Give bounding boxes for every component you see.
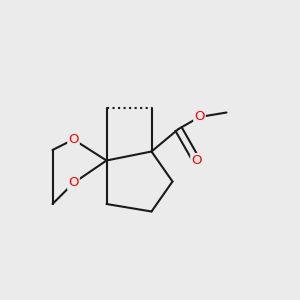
- Text: O: O: [68, 176, 79, 190]
- Text: O: O: [191, 154, 202, 167]
- Text: O: O: [194, 110, 205, 124]
- Text: O: O: [68, 133, 79, 146]
